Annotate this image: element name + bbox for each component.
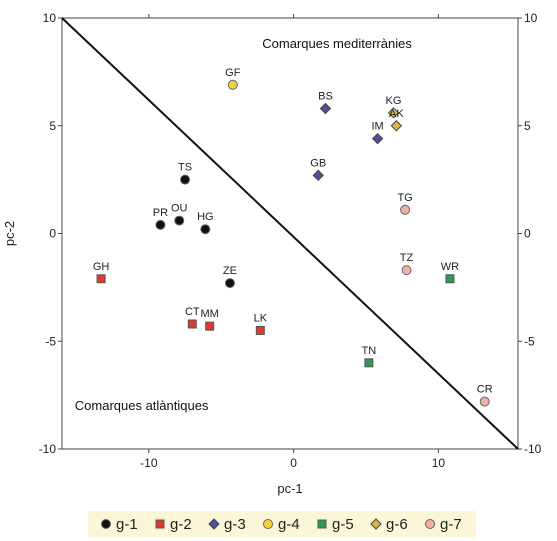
legend-label-g-1: g-1 bbox=[116, 516, 138, 533]
region-label: Comarques mediterrànies bbox=[262, 36, 412, 51]
legend-marker-g-1 bbox=[101, 519, 111, 529]
y-tick-label-left: 5 bbox=[49, 119, 56, 133]
point-label-tn: TN bbox=[362, 345, 377, 357]
legend-box bbox=[88, 511, 476, 537]
legend-marker-g-2 bbox=[155, 519, 165, 529]
legend-label-g-5: g-5 bbox=[332, 516, 354, 533]
region-label: Comarques atlàntiques bbox=[75, 398, 209, 413]
data-point-tz bbox=[401, 265, 412, 276]
data-point-im bbox=[371, 132, 384, 145]
data-point-ze bbox=[224, 278, 235, 289]
point-label-gh: GH bbox=[93, 261, 110, 273]
data-point-bs bbox=[319, 102, 332, 115]
data-point-ct bbox=[187, 319, 197, 329]
point-label-ts: TS bbox=[178, 162, 192, 174]
data-point-ou bbox=[174, 215, 185, 226]
legend-label-g-2: g-2 bbox=[170, 516, 192, 533]
y-tick-label-right: 10 bbox=[524, 11, 538, 25]
y-axis-label: pc-2 bbox=[2, 221, 17, 246]
legend-marker-g-6 bbox=[370, 518, 382, 530]
point-label-gb: GB bbox=[310, 157, 326, 169]
point-label-ze: ZE bbox=[223, 265, 237, 277]
data-point-gf bbox=[227, 79, 238, 90]
legend-marker-g-3 bbox=[208, 518, 220, 530]
point-label-ou: OU bbox=[171, 203, 188, 215]
data-point-kg bbox=[387, 107, 400, 119]
data-point-hg bbox=[200, 224, 211, 235]
point-label-hg: HG bbox=[197, 211, 214, 223]
legend-marker-g-7 bbox=[425, 519, 435, 529]
legend-label-g-4: g-4 bbox=[278, 516, 300, 533]
data-point-cr bbox=[479, 396, 490, 407]
data-point-gh bbox=[96, 274, 106, 284]
point-label-cr: CR bbox=[477, 384, 493, 396]
point-label-pr: PR bbox=[153, 207, 168, 219]
data-point-ts bbox=[180, 174, 191, 185]
y-tick-label-left: -5 bbox=[45, 334, 56, 348]
data-point-lk bbox=[255, 325, 265, 335]
data-point-mm bbox=[205, 321, 215, 331]
point-label-lk: LK bbox=[254, 312, 268, 324]
legend-marker-g-4 bbox=[263, 519, 273, 529]
y-tick-label-right: 5 bbox=[524, 119, 531, 133]
point-label-gf: GF bbox=[225, 67, 241, 79]
data-point-tg bbox=[400, 204, 411, 215]
y-tick-label-left: 10 bbox=[43, 11, 57, 25]
point-label-tg: TG bbox=[397, 192, 412, 204]
legend-label-g-6: g-6 bbox=[386, 516, 408, 533]
y-tick-label-left: 0 bbox=[49, 227, 56, 241]
point-label-tz: TZ bbox=[400, 252, 414, 264]
divider-line bbox=[61, 17, 519, 450]
data-point-tn bbox=[364, 358, 374, 368]
y-tick-label-right: -5 bbox=[524, 334, 535, 348]
x-axis-label: pc-1 bbox=[277, 481, 302, 496]
point-label-kg: KG bbox=[386, 95, 402, 107]
legend-marker-g-5 bbox=[317, 519, 327, 529]
data-point-wr bbox=[445, 274, 455, 284]
legend-label-g-7: g-7 bbox=[440, 516, 462, 533]
point-label-im: IM bbox=[371, 121, 383, 133]
data-point-ak bbox=[390, 120, 403, 132]
point-label-wr: WR bbox=[441, 261, 459, 273]
x-tick-label: -10 bbox=[140, 456, 158, 470]
x-tick-label: 0 bbox=[290, 456, 297, 470]
point-label-bs: BS bbox=[318, 91, 333, 103]
point-label-ak: AK bbox=[389, 108, 404, 120]
data-point-pr bbox=[155, 219, 166, 230]
legend: g-1 g-2 g-3 g-4 g-5 g-6 g-7 bbox=[88, 511, 476, 537]
y-tick-label-right: -10 bbox=[524, 442, 542, 456]
x-tick-label: 10 bbox=[432, 456, 446, 470]
point-label-mm: MM bbox=[200, 308, 218, 320]
point-label-ct: CT bbox=[185, 306, 200, 318]
data-point-gb bbox=[312, 169, 324, 182]
y-tick-label-left: -10 bbox=[39, 442, 57, 456]
y-tick-label-right: 0 bbox=[524, 227, 531, 241]
legend-label-g-3: g-3 bbox=[224, 516, 246, 533]
